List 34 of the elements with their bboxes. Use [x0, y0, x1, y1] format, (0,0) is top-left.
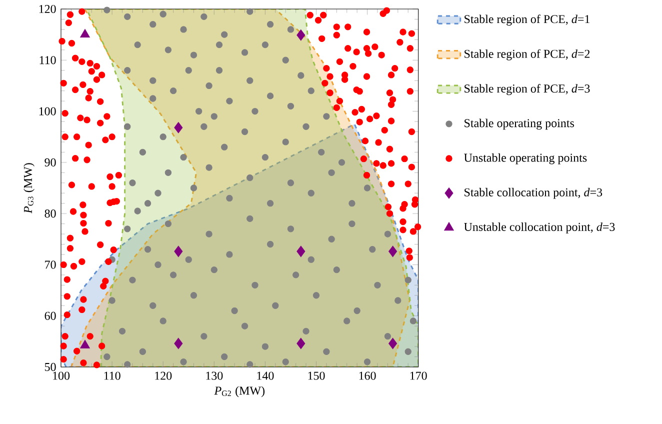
x-tick-label: 150 [308, 372, 325, 380]
point [388, 338, 398, 350]
x-tick-label: 100 [53, 372, 70, 380]
y-tick-label: 120 [39, 4, 56, 14]
y-tick-label: 110 [40, 56, 56, 64]
legend-label: Stable region of PCE, d=2 [464, 49, 590, 60]
legend-label: Unstable collocation point, d=3 [464, 222, 615, 234]
point [296, 29, 306, 41]
y-tick-label: 90 [44, 158, 56, 166]
x-tick-label: 140 [257, 372, 274, 380]
y-tick-label: 100 [39, 107, 56, 116]
x-tick-label: 160 [359, 372, 376, 380]
y-tick-label: 80 [44, 210, 56, 218]
x-tick-label: 110 [104, 372, 120, 380]
x-tick-label: 120 [155, 372, 172, 380]
point [174, 338, 183, 350]
point [80, 28, 90, 38]
point [296, 338, 306, 350]
legend-label: Stable region of PCE, d=1 [464, 14, 590, 26]
point [388, 246, 398, 258]
point [174, 246, 183, 258]
point [174, 122, 183, 134]
legend-label: Stable region of PCE, d=3 [464, 84, 590, 96]
x-tick-label: 170 [410, 372, 427, 380]
legend-label: Unstable operating points [464, 153, 587, 164]
y-tick-label: 60 [44, 312, 56, 320]
legend-label: Stable collocation point, d=3 [464, 188, 602, 199]
y-tick-label: 50 [44, 362, 56, 372]
y-axis-title: P$_{G3}$ (MW) [24, 163, 34, 214]
y-tick-label: 70 [45, 260, 56, 269]
point [296, 246, 306, 258]
legend-label: Stable operating points [464, 118, 574, 130]
x-axis-title: P$_{G2}$ (MW) [214, 386, 265, 398]
x-tick-label: 130 [206, 372, 223, 380]
